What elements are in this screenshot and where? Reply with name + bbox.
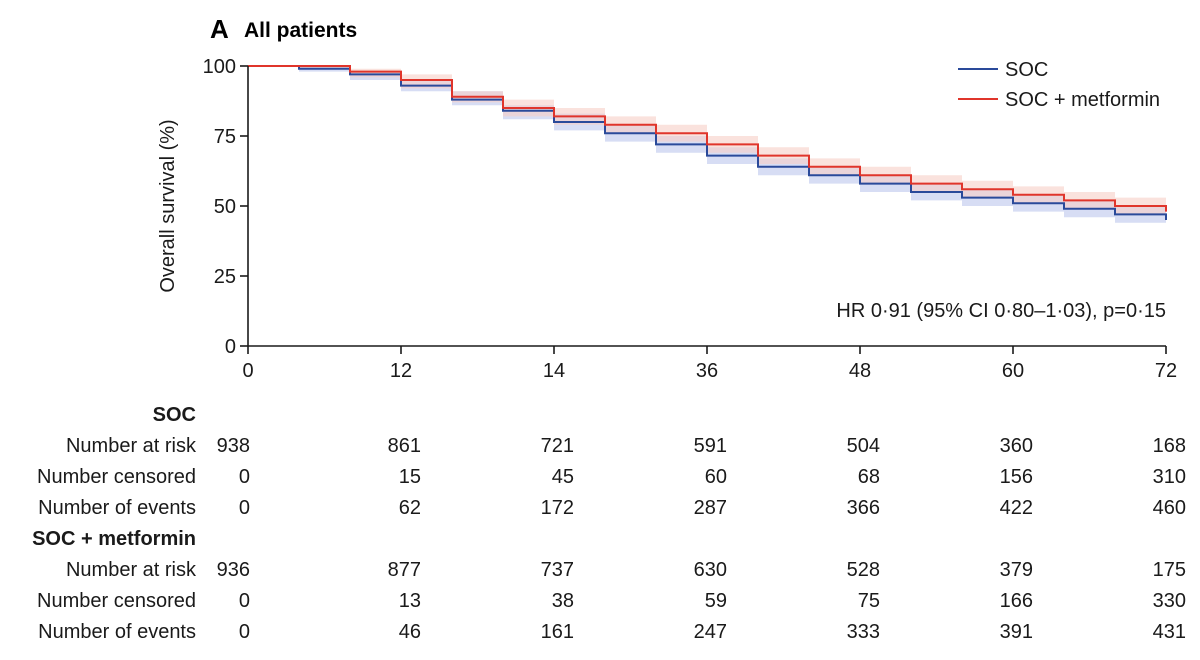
risk-cell: 75 [858, 590, 880, 612]
x-tick-label: 12 [390, 360, 412, 382]
risk-cell: 62 [399, 497, 421, 519]
risk-cell: 172 [541, 497, 574, 519]
legend: SOC SOC + metformin [958, 59, 1160, 111]
risk-cell: 504 [847, 435, 880, 457]
risk-group-soc-metformin: SOC + metformin [32, 528, 196, 550]
risk-table: SOC Number at risk 938 861 721 591 504 360 168 Nu… [32, 404, 1186, 643]
risk-cell: 591 [694, 435, 727, 457]
risk-cell: 460 [1153, 497, 1186, 519]
risk-cell: 0 [239, 590, 250, 612]
survival-line-soc-metformin [248, 65, 1167, 212]
risk-cell: 247 [694, 621, 727, 643]
panel-title: All patients [244, 19, 357, 42]
risk-cell: 938 [217, 435, 250, 457]
risk-cell: 46 [399, 621, 421, 643]
y-tick-label: 50 [214, 196, 236, 218]
risk-cell: 936 [217, 559, 250, 581]
risk-cell: 391 [1000, 621, 1033, 643]
risk-cell: 379 [1000, 559, 1033, 581]
risk-cell: 38 [552, 590, 574, 612]
risk-cell: 45 [552, 466, 574, 488]
y-axis-title: Overall survival (%) [157, 119, 179, 292]
risk-cell: 166 [1000, 590, 1033, 612]
survival-line-soc [248, 65, 1167, 220]
y-tick-label: 0 [225, 336, 236, 358]
risk-cell: 431 [1153, 621, 1186, 643]
y-tick-label: 100 [203, 56, 236, 78]
risk-cell: 0 [239, 621, 250, 643]
risk-cell: 422 [1000, 497, 1033, 519]
risk-cell: 861 [388, 435, 421, 457]
risk-cell: 630 [694, 559, 727, 581]
risk-cell: 330 [1153, 590, 1186, 612]
y-tick-label: 75 [214, 126, 236, 148]
risk-row-label: Number of events [38, 497, 196, 519]
risk-row-label: Number at risk [66, 559, 197, 581]
legend-label-soc: SOC [1005, 59, 1048, 81]
risk-cell: 68 [858, 466, 880, 488]
risk-cell: 366 [847, 497, 880, 519]
risk-cell: 0 [239, 466, 250, 488]
risk-cell: 310 [1153, 466, 1186, 488]
risk-cell: 333 [847, 621, 880, 643]
risk-cell: 15 [399, 466, 421, 488]
hazard-ratio-annotation: HR 0·91 (95% CI 0·80–1·03), p=0·15 [836, 300, 1166, 322]
x-tick-label: 14 [543, 360, 565, 382]
risk-cell: 0 [239, 497, 250, 519]
survival-curves [248, 65, 1167, 220]
risk-row-label: Number censored [37, 466, 196, 488]
risk-cell: 60 [705, 466, 727, 488]
risk-cell: 13 [399, 590, 421, 612]
x-tick-label: 0 [242, 360, 253, 382]
x-tick-label: 48 [849, 360, 871, 382]
y-ticks: 0 25 50 75 100 [203, 56, 248, 358]
x-tick-label: 60 [1002, 360, 1024, 382]
risk-cell: 156 [1000, 466, 1033, 488]
legend-label-soc-metformin: SOC + metformin [1005, 89, 1160, 111]
x-ticks: 0 12 14 36 48 60 72 [242, 346, 1177, 382]
risk-cell: 877 [388, 559, 421, 581]
risk-cell: 161 [541, 621, 574, 643]
risk-row-label: Number of events [38, 621, 196, 643]
panel-letter: A [210, 14, 229, 44]
risk-row-label: Number censored [37, 590, 196, 612]
risk-row-label: Number at risk [66, 435, 197, 457]
x-tick-label: 72 [1155, 360, 1177, 382]
risk-cell: 721 [541, 435, 574, 457]
risk-cell: 59 [705, 590, 727, 612]
risk-cell: 168 [1153, 435, 1186, 457]
risk-cell: 737 [541, 559, 574, 581]
risk-group-soc: SOC [153, 404, 196, 426]
y-tick-label: 25 [214, 266, 236, 288]
risk-cell: 175 [1153, 559, 1186, 581]
x-tick-label: 36 [696, 360, 718, 382]
risk-cell: 528 [847, 559, 880, 581]
risk-cell: 360 [1000, 435, 1033, 457]
risk-cell: 287 [694, 497, 727, 519]
